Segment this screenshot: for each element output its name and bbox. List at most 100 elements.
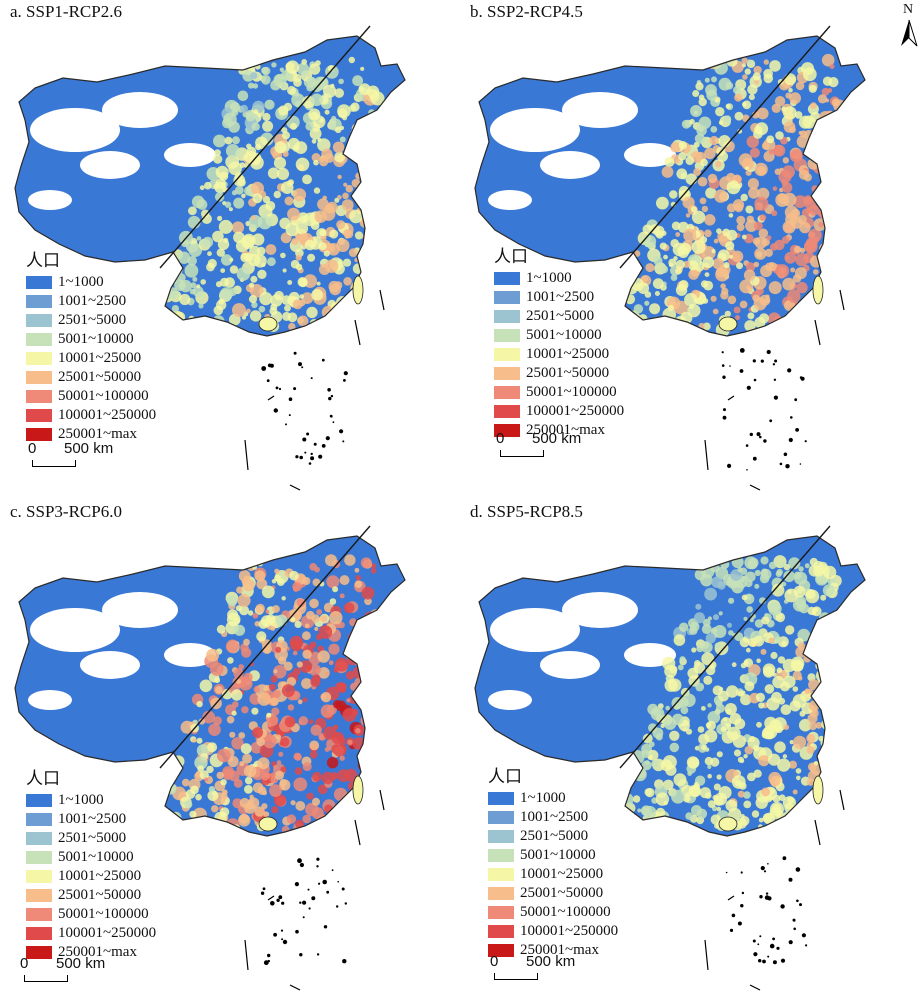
legend-swatch [488, 868, 514, 881]
map-panel-c: c. SSP3-RCP6.0 [0, 500, 460, 1000]
legend-swatch [26, 889, 52, 902]
legend-title: 人口 [26, 251, 60, 271]
legend-item: 250001~max [26, 943, 156, 962]
legend-item: 1~1000 [494, 269, 624, 288]
legend-item: 10001~25000 [494, 345, 624, 364]
legend-label: 1~1000 [58, 792, 104, 808]
legend-swatch [26, 927, 52, 940]
legend-swatch [488, 944, 514, 957]
legend-swatch [26, 333, 52, 346]
map-panel-a: a. SSP1-RCP2.6 [0, 0, 460, 500]
legend-label: 100001~250000 [520, 923, 619, 939]
legend-title: 人口 [26, 769, 60, 789]
legend-swatch [488, 925, 514, 938]
legend-swatch [26, 851, 52, 864]
legend-item: 100001~250000 [26, 924, 156, 943]
scale-distance: 500 km [532, 430, 582, 447]
legend-label: 2501~5000 [526, 308, 595, 324]
legend-swatch [26, 409, 52, 422]
legend-item: 5001~10000 [494, 326, 624, 345]
legend-item: 1001~2500 [488, 808, 618, 827]
scale-zero: 0 [496, 430, 505, 447]
legend-swatch [488, 811, 514, 824]
map-panel-b: b. SSP2-RCP4.5 [460, 0, 920, 500]
scale-zero: 0 [20, 955, 29, 972]
legend-swatch [488, 849, 514, 862]
legend-b: 人口 1~1000 1001~2500 2501~5000 5001~10000 1000… [494, 242, 624, 440]
legend-label: 1001~2500 [58, 811, 127, 827]
legend-label: 2501~5000 [58, 830, 127, 846]
legend-item: 100001~250000 [26, 406, 156, 425]
north-arrow-icon: N [898, 2, 920, 50]
legend-label: 10001~25000 [58, 868, 142, 884]
legend-swatch [26, 908, 52, 921]
legend-label: 50001~100000 [520, 904, 611, 920]
legend-item: 25001~50000 [494, 364, 624, 383]
legend-label: 5001~10000 [58, 849, 134, 865]
legend-swatch [26, 794, 52, 807]
legend-swatch [488, 887, 514, 900]
legend-item: 250001~max [494, 421, 624, 440]
legend-swatch [26, 946, 52, 959]
legend-label: 2501~5000 [58, 312, 127, 328]
legend-label: 50001~100000 [58, 906, 149, 922]
legend-item: 250001~max [26, 425, 156, 444]
scale-distance: 500 km [526, 953, 576, 970]
legend-item: 50001~100000 [494, 383, 624, 402]
legend-label: 50001~100000 [58, 388, 149, 404]
legend-item: 1~1000 [26, 791, 156, 810]
legend-label: 250001~max [58, 944, 137, 960]
legend-item: 5001~10000 [26, 330, 156, 349]
legend-label: 5001~10000 [520, 847, 596, 863]
scale-line [32, 460, 76, 467]
legend-swatch [494, 367, 520, 380]
legend-item: 2501~5000 [488, 827, 618, 846]
map-panel-d: d. SSP5-RCP8.5 [460, 500, 920, 1000]
legend-label: 25001~50000 [520, 885, 604, 901]
legend-item: 5001~10000 [488, 846, 618, 865]
legend-title: 人口 [488, 767, 522, 787]
scale-line [24, 975, 68, 982]
legend-label: 1001~2500 [520, 809, 589, 825]
panel-title-d: d. SSP5-RCP8.5 [470, 502, 583, 521]
legend-swatch [26, 870, 52, 883]
map-d [474, 525, 866, 991]
legend-label: 10001~25000 [526, 346, 610, 362]
legend-swatch [26, 390, 52, 403]
legend-label: 5001~10000 [526, 327, 602, 343]
legend-item: 2501~5000 [26, 311, 156, 330]
legend-item: 50001~100000 [26, 905, 156, 924]
legend-swatch [494, 348, 520, 361]
legend-item: 100001~250000 [488, 922, 618, 941]
legend-d: 人口 1~1000 1001~2500 2501~5000 5001~10000 1000… [488, 762, 618, 960]
legend-item: 10001~25000 [26, 867, 156, 886]
legend-label: 100001~250000 [58, 925, 157, 941]
scale-distance: 500 km [64, 440, 114, 457]
legend-c: 人口 1~1000 1001~2500 2501~5000 5001~10000 1000… [26, 764, 156, 962]
legend-item: 1001~2500 [26, 292, 156, 311]
legend-title: 人口 [494, 247, 528, 267]
legend-item: 1001~2500 [26, 810, 156, 829]
legend-item: 5001~10000 [26, 848, 156, 867]
legend-item: 25001~50000 [488, 884, 618, 903]
legend-label: 250001~max [526, 422, 605, 438]
legend-label: 1~1000 [58, 274, 104, 290]
legend-swatch [26, 832, 52, 845]
legend-swatch [488, 792, 514, 805]
legend-label: 250001~max [520, 942, 599, 958]
legend-label: 1001~2500 [58, 293, 127, 309]
legend-swatch [26, 295, 52, 308]
legend-swatch [494, 405, 520, 418]
legend-label: 50001~100000 [526, 384, 617, 400]
legend-item: 250001~max [488, 941, 618, 960]
panel-title-c: c. SSP3-RCP6.0 [10, 502, 122, 521]
north-label: N [903, 2, 914, 17]
legend-swatch [494, 424, 520, 437]
scale-distance: 500 km [56, 955, 106, 972]
legend-item: 10001~25000 [26, 349, 156, 368]
legend-swatch [26, 813, 52, 826]
legend-item: 50001~100000 [26, 387, 156, 406]
legend-item: 100001~250000 [494, 402, 624, 421]
map-b [474, 25, 866, 491]
legend-item: 50001~100000 [488, 903, 618, 922]
